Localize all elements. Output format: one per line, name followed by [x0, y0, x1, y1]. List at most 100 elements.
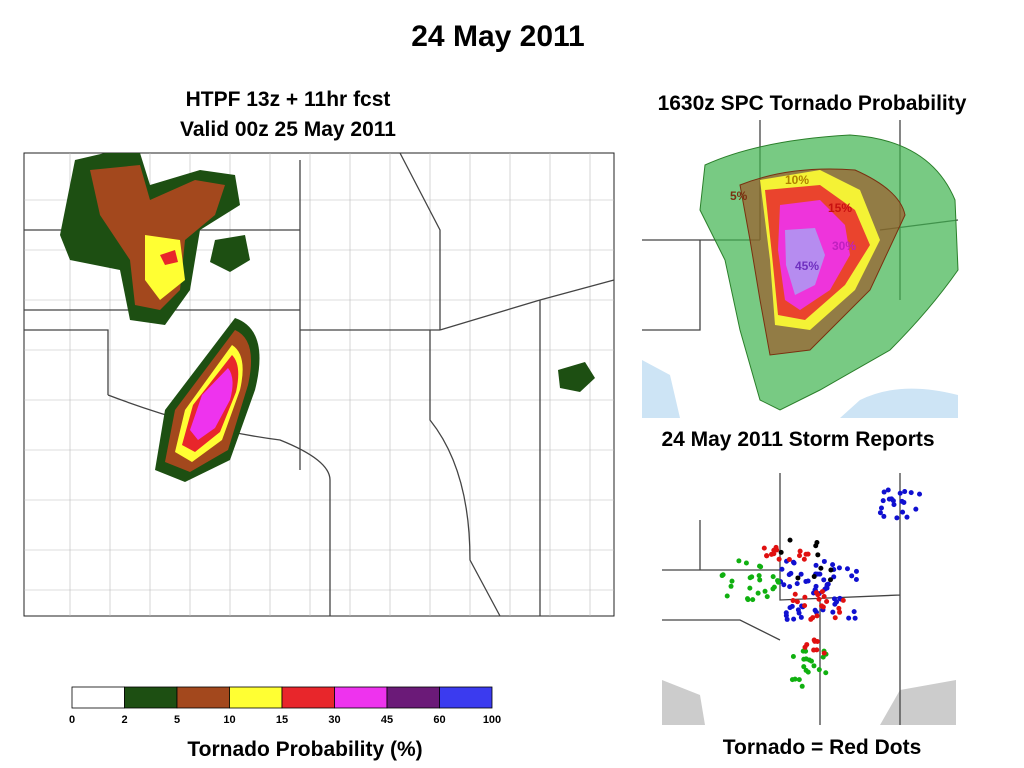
panel-title: Valid 00z 25 May 2011: [180, 118, 396, 141]
report-dot: [830, 562, 836, 568]
report-dot: [821, 577, 827, 583]
report-dot: [764, 553, 770, 559]
report-dot: [813, 583, 819, 589]
report-dot: [724, 593, 730, 599]
colorbar-segment: [281, 686, 335, 709]
report-dot: [813, 543, 819, 549]
colorbar-tick-label: 2: [121, 714, 127, 726]
report-dot: [821, 558, 827, 564]
report-dot: [764, 594, 770, 600]
contour-label: 5%: [730, 189, 748, 203]
report-dot: [827, 577, 833, 583]
report-dot: [840, 597, 846, 603]
report-dot: [778, 549, 784, 555]
storm-reports-map: [662, 473, 956, 725]
report-dot: [797, 553, 803, 559]
report-dot: [823, 670, 829, 676]
report-dot: [794, 599, 800, 605]
contour-label: 10%: [785, 173, 809, 187]
report-dot: [830, 609, 836, 615]
report-dot: [844, 566, 850, 572]
report-dot: [824, 599, 830, 605]
report-dot: [788, 570, 794, 576]
colorbar-tick-label: 30: [328, 714, 340, 726]
report-dot: [798, 571, 804, 577]
report-dot: [814, 613, 820, 619]
report-dot: [881, 489, 887, 495]
report-dot: [899, 498, 905, 504]
report-dot: [802, 594, 808, 600]
report-dot: [837, 609, 843, 615]
report-dot: [762, 588, 768, 594]
report-dot: [821, 593, 827, 599]
report-dot: [799, 683, 805, 689]
report-dot: [811, 647, 817, 653]
slide-title: 24 May 2011: [411, 20, 584, 53]
report-dot: [784, 616, 790, 622]
colorbar-tick-label: 45: [381, 714, 393, 726]
report-dot: [878, 505, 884, 511]
report-dot: [894, 515, 900, 521]
report-dot: [719, 573, 725, 579]
report-dot: [900, 509, 906, 515]
report-dot: [770, 574, 776, 580]
report-dot: [795, 607, 801, 613]
report-dot: [836, 605, 842, 611]
panel-title: 24 May 2011 Storm Reports: [661, 428, 934, 451]
report-dot: [776, 556, 782, 562]
report-dot: [813, 562, 819, 568]
report-dot: [781, 582, 787, 588]
report-dot: [770, 586, 776, 592]
colorbar-segment: [386, 686, 440, 709]
report-dot: [797, 548, 803, 554]
report-dot: [774, 547, 780, 553]
panel-title: HTPF 13z + 11hr fcst: [186, 88, 391, 111]
report-dot: [877, 510, 883, 516]
report-dot: [787, 605, 793, 611]
report-dot: [758, 564, 764, 570]
report-dot: [786, 556, 792, 562]
report-dot: [756, 573, 762, 579]
colorbar-segment: [229, 686, 283, 709]
report-dot: [831, 574, 837, 580]
report-dot: [757, 577, 763, 583]
report-dot: [795, 575, 801, 581]
colorbar-tick-label: 0: [69, 714, 75, 726]
report-dot: [836, 565, 842, 571]
report-dot: [816, 667, 822, 673]
report-dot: [743, 560, 749, 566]
report-dot: [814, 638, 820, 644]
report-dot: [890, 498, 896, 504]
report-dot: [904, 514, 910, 520]
report-dot: [828, 567, 834, 573]
report-dot: [787, 584, 793, 590]
report-dot: [908, 490, 914, 496]
report-dot: [902, 489, 908, 495]
report-dot: [886, 496, 892, 502]
report-dot: [803, 578, 809, 584]
report-dot: [819, 603, 825, 609]
contour-label: 30%: [832, 239, 856, 253]
report-dot: [834, 599, 840, 605]
colorbar-label: Tornado Probability (%): [187, 738, 422, 761]
report-dot: [819, 589, 825, 595]
report-dot: [779, 566, 785, 572]
report-dot: [818, 565, 824, 571]
colorbar-segment: [71, 686, 125, 709]
report-dot: [728, 583, 734, 589]
colorbar-segment: [124, 686, 178, 709]
report-dot: [805, 669, 811, 675]
report-dot: [792, 676, 798, 682]
report-dot: [803, 648, 809, 654]
colorbar-tick-label: 100: [483, 714, 501, 726]
report-dot: [853, 576, 859, 582]
report-dot: [750, 597, 756, 603]
colorbar-segment: [439, 686, 493, 709]
contour-label: 15%: [828, 201, 852, 215]
report-dot: [804, 642, 810, 648]
report-dot: [811, 574, 817, 580]
panel-title: 1630z SPC Tornado Probability: [658, 92, 967, 115]
report-dot: [881, 513, 887, 519]
forecast-map: [23, 152, 615, 617]
